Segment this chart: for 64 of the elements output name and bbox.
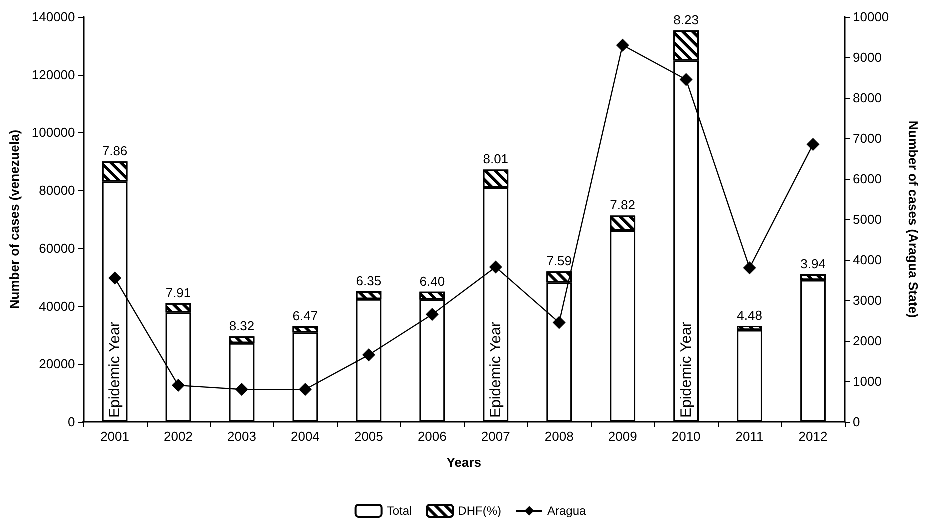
annotation: 8.23 [674,12,699,28]
annotation: 7.86 [102,144,128,159]
y2-tick-label: 6000 [853,172,882,186]
annotation: 4.48 [737,308,762,323]
annotation: Epidemic Year [487,322,504,418]
annotation: 7.59 [546,254,572,269]
x-tick-label: 2006 [418,429,447,444]
x-tick-label: 2004 [290,429,320,444]
annotation: 3.94 [800,256,826,272]
annotation: 6.35 [356,274,382,289]
point [743,262,756,275]
y-tick-label: 20000 [39,356,76,372]
y2-tick-label: 2000 [853,334,882,348]
x-tick-label: 2012 [798,429,828,444]
x-tick-label: 2010 [672,429,701,444]
legend-label: Aragua [547,504,587,518]
point [489,260,502,274]
point [552,316,566,330]
legend-label: DHF(%) [458,504,502,518]
point [235,383,248,396]
x-tick-label: 2002 [164,429,193,444]
annotation: Epidemic Year [678,322,695,418]
x-tick-label: 2005 [354,429,384,444]
x-tick-label: 2011 [736,429,764,444]
y-tick-label: 100000 [32,125,76,140]
y2-tick-label: 3000 [853,293,882,308]
annotation: 8.01 [483,152,509,167]
annotation: 6.40 [420,274,446,289]
x-tick-label: 2007 [481,429,510,444]
annotation: 7.82 [610,198,636,213]
y2-tick-label: 9000 [853,50,882,65]
x-tick-label: 2003 [228,429,256,444]
y2-tick-label: 5000 [853,212,882,227]
y-tick-label: 40000 [39,298,76,314]
y2-tick-label: 1000 [853,374,882,389]
annotation: Epidemic Year [106,322,124,418]
point [616,38,630,52]
y-tick-label: 80000 [39,183,76,198]
point [108,272,122,285]
annotation: 6.47 [292,308,318,324]
y-axis-title: Number of cases (venezuela) [7,130,22,310]
point [362,348,376,362]
point [426,308,439,322]
x-tick-label: 2008 [544,429,574,444]
y2-tick-label: 7000 [853,131,882,146]
y2-tick-label: 4000 [853,252,882,268]
x-axis-title: Years [446,455,482,470]
y2-tick-label: 0 [853,414,860,430]
x-tick-label: 2009 [608,429,638,444]
x-tick-label: 2001 [100,429,130,444]
y-tick-label: 0 [68,414,76,430]
point [680,73,693,86]
y2-tick-label: 8000 [853,90,882,106]
point [806,138,820,152]
y-tick-label: 140000 [32,10,76,24]
y2-axis-title: Number of cases (Aragua State) [906,120,921,318]
y-tick-label: 60000 [39,240,76,256]
point [298,383,312,396]
legend-label: Total [386,504,412,518]
y2-tick-label: 10000 [853,10,890,24]
annotation: 8.32 [229,318,255,334]
annotation: 7.91 [166,285,192,300]
point [172,379,185,392]
y-tick-label: 120000 [32,67,76,82]
